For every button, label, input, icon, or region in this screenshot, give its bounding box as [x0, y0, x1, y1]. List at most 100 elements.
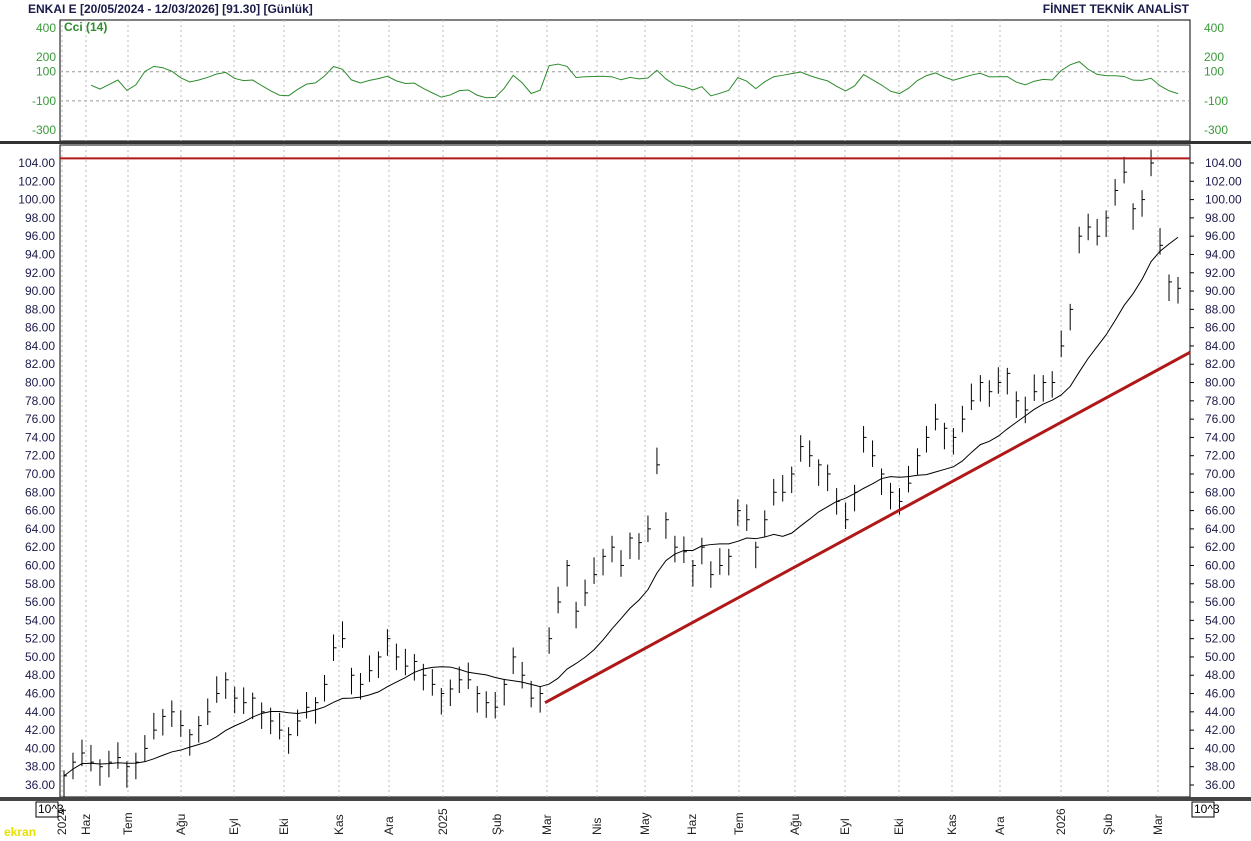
price-ytick-right: 46.00 [1205, 687, 1235, 701]
price-ytick-left: 36.00 [25, 778, 55, 792]
scale-box [35, 801, 59, 818]
x-label: Nis [590, 818, 604, 835]
cci-frame [59, 19, 1191, 142]
price-ytick-right: 96.00 [1205, 229, 1235, 243]
x-label: 2026 [1054, 808, 1068, 835]
cci-ytick-right: -300 [1204, 123, 1228, 137]
scale-box-label: 10^3 [1194, 802, 1220, 816]
price-ytick-left: 58.00 [25, 577, 55, 591]
cci-ytick-right: 200 [1204, 50, 1224, 64]
price-ytick-right: 48.00 [1205, 668, 1235, 682]
cci-ytick-left: 200 [36, 50, 56, 64]
price-ytick-left: 92.00 [25, 266, 55, 280]
price-ytick-left: 94.00 [25, 247, 55, 261]
x-label: 2025 [436, 808, 450, 835]
price-ytick-left: 72.00 [25, 449, 55, 463]
price-ytick-left: 46.00 [25, 687, 55, 701]
price-ytick-left: 68.00 [25, 485, 55, 499]
price-ytick-right: 102.00 [1205, 174, 1242, 188]
price-ytick-right: 92.00 [1205, 266, 1235, 280]
cci-ytick-left: -300 [32, 123, 56, 137]
price-ytick-left: 62.00 [25, 540, 55, 554]
price-ytick-right: 80.00 [1205, 376, 1235, 390]
price-ytick-left: 60.00 [25, 558, 55, 572]
x-label: Ara [382, 816, 396, 835]
price-ytick-right: 36.00 [1205, 778, 1235, 792]
x-label: Ara [993, 816, 1007, 835]
price-ytick-right: 52.00 [1205, 632, 1235, 646]
scale-box-label: 10^3 [38, 802, 64, 816]
x-label: Kas [945, 814, 959, 835]
price-ytick-left: 66.00 [25, 504, 55, 518]
cci-ytick-right: 100 [1204, 65, 1224, 79]
price-ytick-right: 44.00 [1205, 705, 1235, 719]
price-ytick-left: 64.00 [25, 522, 55, 536]
price-ytick-left: 44.00 [25, 705, 55, 719]
x-label: Haz [685, 814, 699, 835]
price-ytick-left: 104.00 [18, 156, 55, 170]
price-ytick-left: 96.00 [25, 229, 55, 243]
price-ytick-left: 74.00 [25, 430, 55, 444]
price-ytick-right: 70.00 [1205, 467, 1235, 481]
x-label: Ağu [788, 814, 802, 835]
price-ytick-right: 84.00 [1205, 339, 1235, 353]
price-ytick-right: 94.00 [1205, 247, 1235, 261]
price-ytick-right: 82.00 [1205, 357, 1235, 371]
price-ytick-left: 84.00 [25, 339, 55, 353]
price-ytick-right: 72.00 [1205, 449, 1235, 463]
price-ytick-left: 90.00 [25, 284, 55, 298]
price-ytick-left: 88.00 [25, 302, 55, 316]
price-ytick-right: 88.00 [1205, 302, 1235, 316]
price-ytick-left: 54.00 [25, 613, 55, 627]
price-ytick-right: 50.00 [1205, 650, 1235, 664]
price-ytick-right: 42.00 [1205, 723, 1235, 737]
price-ytick-right: 104.00 [1205, 156, 1242, 170]
price-ytick-left: 102.00 [18, 174, 55, 188]
price-ytick-right: 86.00 [1205, 321, 1235, 335]
price-ytick-right: 54.00 [1205, 613, 1235, 627]
x-label: Haz [79, 814, 93, 835]
price-ytick-left: 82.00 [25, 357, 55, 371]
chart-title: ENKAI E [20/05/2024 - 12/03/2026] [91.30… [28, 2, 313, 16]
price-ytick-left: 76.00 [25, 412, 55, 426]
price-ytick-right: 78.00 [1205, 394, 1235, 408]
price-ytick-right: 38.00 [1205, 760, 1235, 774]
x-label: Şub [490, 813, 504, 835]
price-ytick-right: 68.00 [1205, 485, 1235, 499]
price-ytick-right: 40.00 [1205, 741, 1235, 755]
price-ytick-right: 100.00 [1205, 193, 1242, 207]
price-ytick-left: 56.00 [25, 595, 55, 609]
cci-ytick-right: 400 [1204, 21, 1224, 35]
price-ytick-left: 70.00 [25, 467, 55, 481]
price-ytick-left: 50.00 [25, 650, 55, 664]
x-label: Tem [732, 812, 746, 835]
support-trendline [544, 351, 1191, 704]
cci-ytick-right: -100 [1204, 94, 1228, 108]
axis-separator [0, 797, 1251, 801]
cci-ytick-left: 100 [36, 65, 56, 79]
cci-ytick-left: 400 [36, 21, 56, 35]
price-ytick-left: 42.00 [25, 723, 55, 737]
x-label: Tem [121, 812, 135, 835]
price-frame [59, 144, 1191, 798]
x-label: May [638, 812, 652, 835]
price-ytick-right: 76.00 [1205, 412, 1235, 426]
x-label: Ağu [174, 814, 188, 835]
price-ytick-right: 98.00 [1205, 211, 1235, 225]
price-ytick-left: 98.00 [25, 211, 55, 225]
price-ytick-left: 78.00 [25, 394, 55, 408]
price-ytick-left: 40.00 [25, 741, 55, 755]
price-ytick-left: 80.00 [25, 376, 55, 390]
x-label: Eyl [227, 818, 241, 835]
price-ytick-left: 100.00 [18, 193, 55, 207]
x-label: Şub [1101, 813, 1115, 835]
cci-line [90, 61, 1179, 99]
price-ytick-right: 56.00 [1205, 595, 1235, 609]
price-ytick-right: 74.00 [1205, 430, 1235, 444]
price-ytick-right: 90.00 [1205, 284, 1235, 298]
price-ytick-right: 58.00 [1205, 577, 1235, 591]
price-ytick-left: 48.00 [25, 668, 55, 682]
x-label: Eki [277, 818, 291, 835]
price-ytick-right: 66.00 [1205, 504, 1235, 518]
